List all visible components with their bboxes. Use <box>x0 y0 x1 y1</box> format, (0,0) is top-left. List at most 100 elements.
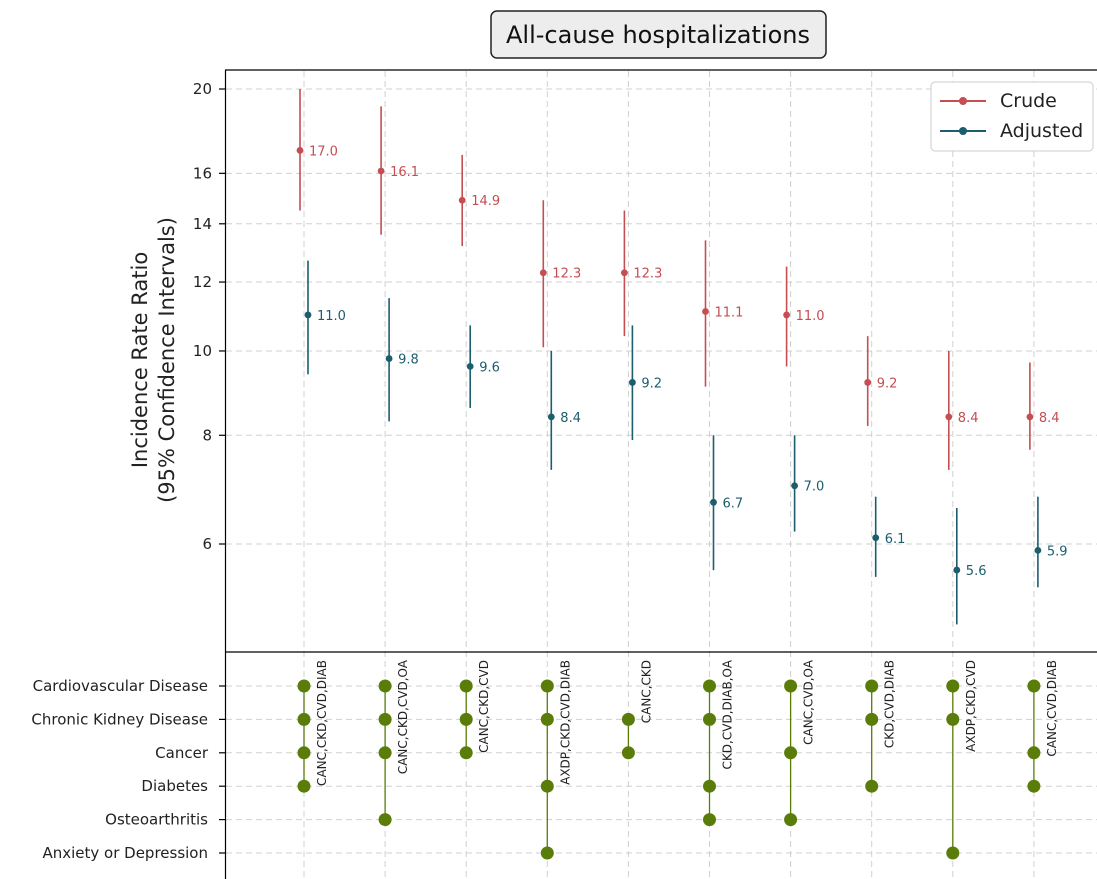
combination-label: CANC,CVD,DIAB <box>1045 660 1059 757</box>
membership-dot <box>297 712 311 726</box>
membership-dot <box>784 813 798 827</box>
data-label: 11.0 <box>317 309 346 324</box>
data-point <box>783 311 790 319</box>
membership-dot <box>378 679 392 693</box>
data-point <box>1034 546 1042 554</box>
membership-dot <box>784 679 798 693</box>
membership-dot <box>703 813 716 827</box>
data-point <box>791 482 798 490</box>
combination-label: CKD,CVD,DIAB,OA <box>721 659 735 769</box>
data-point <box>547 413 555 421</box>
combination-label: CANC,CKD,CVD,OA <box>396 659 410 774</box>
membership-dot <box>946 846 960 860</box>
membership-dot <box>540 712 554 726</box>
legend-adjusted-label: Adjusted <box>1000 120 1083 142</box>
condition-label: Osteoarthritis <box>105 811 208 829</box>
grid <box>226 71 1097 879</box>
data-label: 9.8 <box>398 353 419 368</box>
combination-label: CANC,CKD,CVD <box>477 660 491 753</box>
legend-frame <box>930 81 1094 152</box>
membership-dot <box>540 846 554 860</box>
legend: Crude Adjusted <box>930 81 1094 152</box>
y-axis-label-line1: Incidence Rate Ratio <box>128 252 152 468</box>
data-point <box>385 355 393 362</box>
membership-dot <box>378 712 392 726</box>
y-tick-label: 14 <box>193 215 212 233</box>
condition-matrix: CANC,CKD,CVD,DIAB CANC,CKD,CVD,OA CANC,CKD… <box>297 659 1059 860</box>
data-point <box>621 269 628 277</box>
condition-label: Cardiovascular Disease <box>33 677 208 695</box>
data-label: 8.4 <box>1039 411 1060 426</box>
y-tick-label: 10 <box>193 342 212 360</box>
data-point <box>953 566 961 574</box>
membership-dot <box>946 712 960 726</box>
data-point <box>296 147 304 154</box>
data-label: 5.6 <box>966 564 987 579</box>
data-point <box>458 196 466 204</box>
combination-label: CANC,CVD,OA <box>802 659 816 745</box>
data-label: 12.3 <box>552 267 581 282</box>
data-label: 8.4 <box>560 411 581 426</box>
data-label: 9.6 <box>479 360 500 375</box>
data-point <box>864 379 872 386</box>
membership-dot <box>459 712 473 726</box>
y-tick-label: 16 <box>193 164 212 182</box>
membership-dot <box>1027 746 1041 760</box>
y-tick-label: 12 <box>193 273 212 291</box>
combination-label: AXDP,CKD,CVD,DIAB <box>558 660 572 785</box>
membership-dot <box>540 779 554 793</box>
membership-dot <box>865 779 879 793</box>
membership-dot <box>297 746 311 760</box>
membership-dot <box>703 779 716 793</box>
y-tick-label: 20 <box>193 80 212 98</box>
membership-dot <box>540 679 554 693</box>
membership-dot <box>621 712 635 726</box>
data-label: 7.0 <box>804 480 825 495</box>
membership-dot <box>865 712 879 726</box>
data-point <box>872 534 880 542</box>
data-point <box>629 379 636 386</box>
membership-dot <box>946 679 960 693</box>
data-label: 6.1 <box>885 532 906 547</box>
data-marks: 17.0 16.1 14.9 12.3 12.3 11.1 11.0 9.2 8.4 8.4 11.… <box>296 89 1068 625</box>
data-label: 6.7 <box>723 496 744 511</box>
title-frame <box>490 10 827 59</box>
condition-label: Diabetes <box>141 777 208 795</box>
membership-dot <box>865 679 879 693</box>
membership-dot <box>378 813 392 827</box>
condition-label: Chronic Kidney Disease <box>31 710 208 728</box>
data-point <box>710 498 717 506</box>
data-label: 9.2 <box>641 376 662 391</box>
data-point <box>945 413 953 421</box>
combination-label: CANC,CKD,CVD,DIAB <box>315 660 329 786</box>
data-label: 5.9 <box>1047 544 1068 559</box>
membership-dot <box>1027 679 1041 693</box>
membership-dot <box>1027 779 1041 793</box>
legend-crude-marker <box>959 97 967 105</box>
membership-dot <box>784 746 798 760</box>
data-point <box>304 311 312 319</box>
legend-crude-label: Crude <box>1000 90 1057 112</box>
legend-adjusted-marker <box>959 127 967 135</box>
chart-title-box: All-cause hospitalizations <box>490 10 827 59</box>
membership-dot <box>297 679 311 693</box>
y-axis-label: Incidence Rate Ratio (95% Confidence Int… <box>128 217 179 503</box>
data-label: 11.0 <box>796 309 825 324</box>
data-point <box>539 269 547 277</box>
y-tick-label: 6 <box>202 535 212 553</box>
combination-label: CANC,CKD <box>639 660 653 723</box>
membership-dot <box>621 746 635 760</box>
data-point <box>1026 413 1034 421</box>
membership-dot <box>703 712 716 726</box>
combination-label: CKD,CVD,DIAB <box>883 660 897 748</box>
data-label: 11.1 <box>715 306 744 321</box>
membership-dot <box>459 679 473 693</box>
axes <box>224 69 1097 879</box>
data-point <box>702 308 709 315</box>
data-label: 9.2 <box>877 376 898 391</box>
data-label: 8.4 <box>958 411 979 426</box>
data-label: 14.9 <box>471 194 500 209</box>
membership-dot <box>459 746 473 760</box>
data-label: 12.3 <box>633 267 662 282</box>
